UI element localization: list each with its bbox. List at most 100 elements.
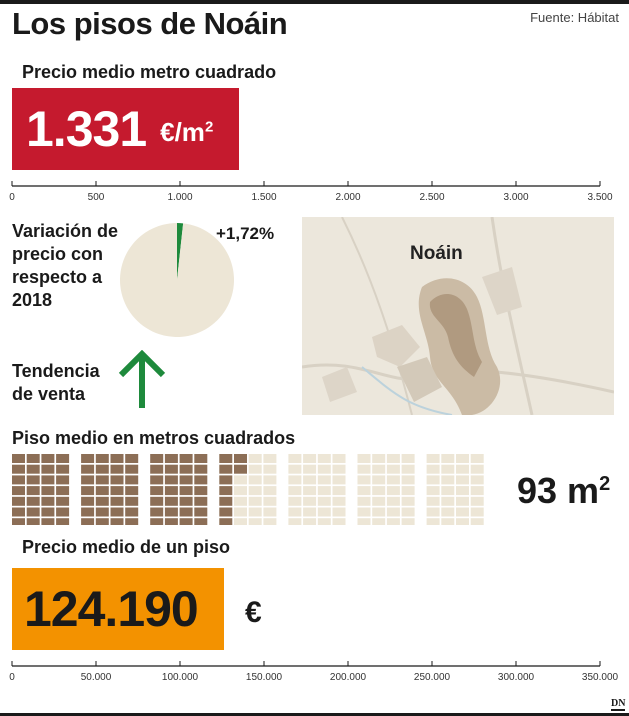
waffle-cell-filled [95, 454, 109, 463]
waffle-cell-empty [288, 507, 302, 517]
waffle-cell-empty [372, 496, 386, 506]
waffle-cell-empty [317, 518, 331, 525]
waffle-cell-filled [179, 486, 193, 496]
waffle-cell-empty [234, 486, 247, 496]
waffle-cell-empty [288, 464, 302, 474]
pie-slice-variation [177, 223, 184, 280]
location-map: Noáin [302, 217, 614, 415]
waffle-cell-filled [150, 507, 164, 517]
waffle-cell-empty [386, 454, 400, 463]
waffle-cell-filled [26, 464, 40, 474]
waffle-cell-filled [12, 496, 25, 506]
top-rule [0, 0, 629, 4]
waffle-cell-empty [426, 475, 440, 485]
price-m2-tick-label: 1.500 [251, 192, 276, 203]
price-flat-tick-label: 150.000 [246, 672, 283, 683]
waffle-cell-filled [26, 454, 40, 463]
waffle-cell-filled [219, 464, 233, 474]
map-graphic [302, 217, 614, 415]
waffle-cell-empty [426, 518, 440, 525]
waffle-cell-empty [372, 475, 386, 485]
price-flat-unit: € [245, 596, 262, 629]
waffle-cell-empty [357, 464, 371, 474]
waffle-cell-filled [110, 475, 124, 485]
waffle-cell-filled [150, 496, 164, 506]
price-m2-value: 1.331 [26, 101, 147, 157]
waffle-cell-empty [470, 518, 484, 525]
waffle-cell-filled [81, 475, 95, 485]
waffle-cell-filled [56, 496, 70, 506]
waffle-cell-filled [110, 464, 124, 474]
waffle-cell-filled [81, 454, 95, 463]
waffle-cell-filled [179, 464, 193, 474]
waffle-cell-empty [456, 496, 469, 506]
waffle-cell-empty [441, 454, 455, 463]
waffle-cell-filled [164, 454, 178, 463]
waffle-cell-empty [456, 454, 469, 463]
waffle-cell-filled [95, 518, 109, 525]
price-flat-axis: 0 50.000 100.000 150.000 200.000 250.000 300.0… [9, 661, 619, 683]
waffle-cell-empty [357, 518, 371, 525]
waffle-cell-empty [441, 464, 455, 474]
waffle-cell-filled [219, 486, 233, 496]
waffle-cell-empty [401, 454, 415, 463]
waffle-cell-empty [441, 518, 455, 525]
waffle-cell-filled [110, 518, 124, 525]
waffle-cell-empty [372, 454, 386, 463]
waffle-cell-empty [303, 507, 317, 517]
waffle-cell-empty [317, 496, 331, 506]
waffle-cell-empty [441, 507, 455, 517]
price-m2-tick-label: 2.000 [335, 192, 360, 203]
waffle-cell-filled [125, 507, 139, 517]
waffle-cell-empty [317, 507, 331, 517]
waffle-cell-filled [194, 486, 208, 496]
waffle-cell-empty [456, 518, 469, 525]
waffle-cell-empty [386, 475, 400, 485]
waffle-cell-filled [95, 507, 109, 517]
brand-logo: DN [611, 698, 626, 711]
waffle-cell-empty [288, 475, 302, 485]
waffle-cell-filled [26, 507, 40, 517]
waffle-cell-filled [179, 518, 193, 525]
waffle-cell-filled [219, 475, 233, 485]
waffle-cell-filled [110, 507, 124, 517]
waffle-cell-filled [234, 464, 247, 474]
waffle-cell-empty [234, 496, 247, 506]
price-flat-label: Precio medio de un piso [22, 537, 231, 557]
waffle-cell-empty [288, 454, 302, 463]
waffle-cell-empty [263, 518, 277, 525]
waffle-cell-filled [150, 464, 164, 474]
waffle-cell-empty [401, 475, 415, 485]
waffle-cell-empty [426, 486, 440, 496]
waffle-cell-empty [386, 464, 400, 474]
waffle-cell-empty [386, 518, 400, 525]
waffle-cell-empty [426, 496, 440, 506]
price-m2-tick-label: 2.500 [419, 192, 444, 203]
waffle-cell-filled [81, 464, 95, 474]
waffle-cell-filled [150, 454, 164, 463]
waffle-cell-empty [332, 454, 346, 463]
waffle-cell-empty [303, 475, 317, 485]
waffle-cell-filled [219, 454, 233, 463]
waffle-cell-filled [219, 507, 233, 517]
variation-label: Variación de precio con respecto a 2018 [12, 221, 119, 310]
waffle-cell-empty [426, 507, 440, 517]
waffle-cell-empty [386, 486, 400, 496]
waffle-cell-filled [56, 507, 70, 517]
map-town-label: Noáin [410, 243, 463, 264]
waffle-cell-empty [401, 518, 415, 525]
waffle-cell-empty [401, 486, 415, 496]
waffle-cell-empty [234, 518, 247, 525]
waffle-cell-filled [164, 475, 178, 485]
waffle-cell-empty [332, 464, 346, 474]
price-flat-tick-label: 250.000 [414, 672, 451, 683]
waffle-cell-filled [41, 496, 55, 506]
arrow-up-icon [118, 350, 166, 408]
waffle-cell-filled [81, 507, 95, 517]
waffle-cell-empty [248, 454, 262, 463]
waffle-cell-empty [357, 486, 371, 496]
waffle-cell-filled [12, 507, 25, 517]
waffle-cell-filled [95, 486, 109, 496]
waffle-cell-filled [194, 507, 208, 517]
waffle-cell-empty [456, 507, 469, 517]
